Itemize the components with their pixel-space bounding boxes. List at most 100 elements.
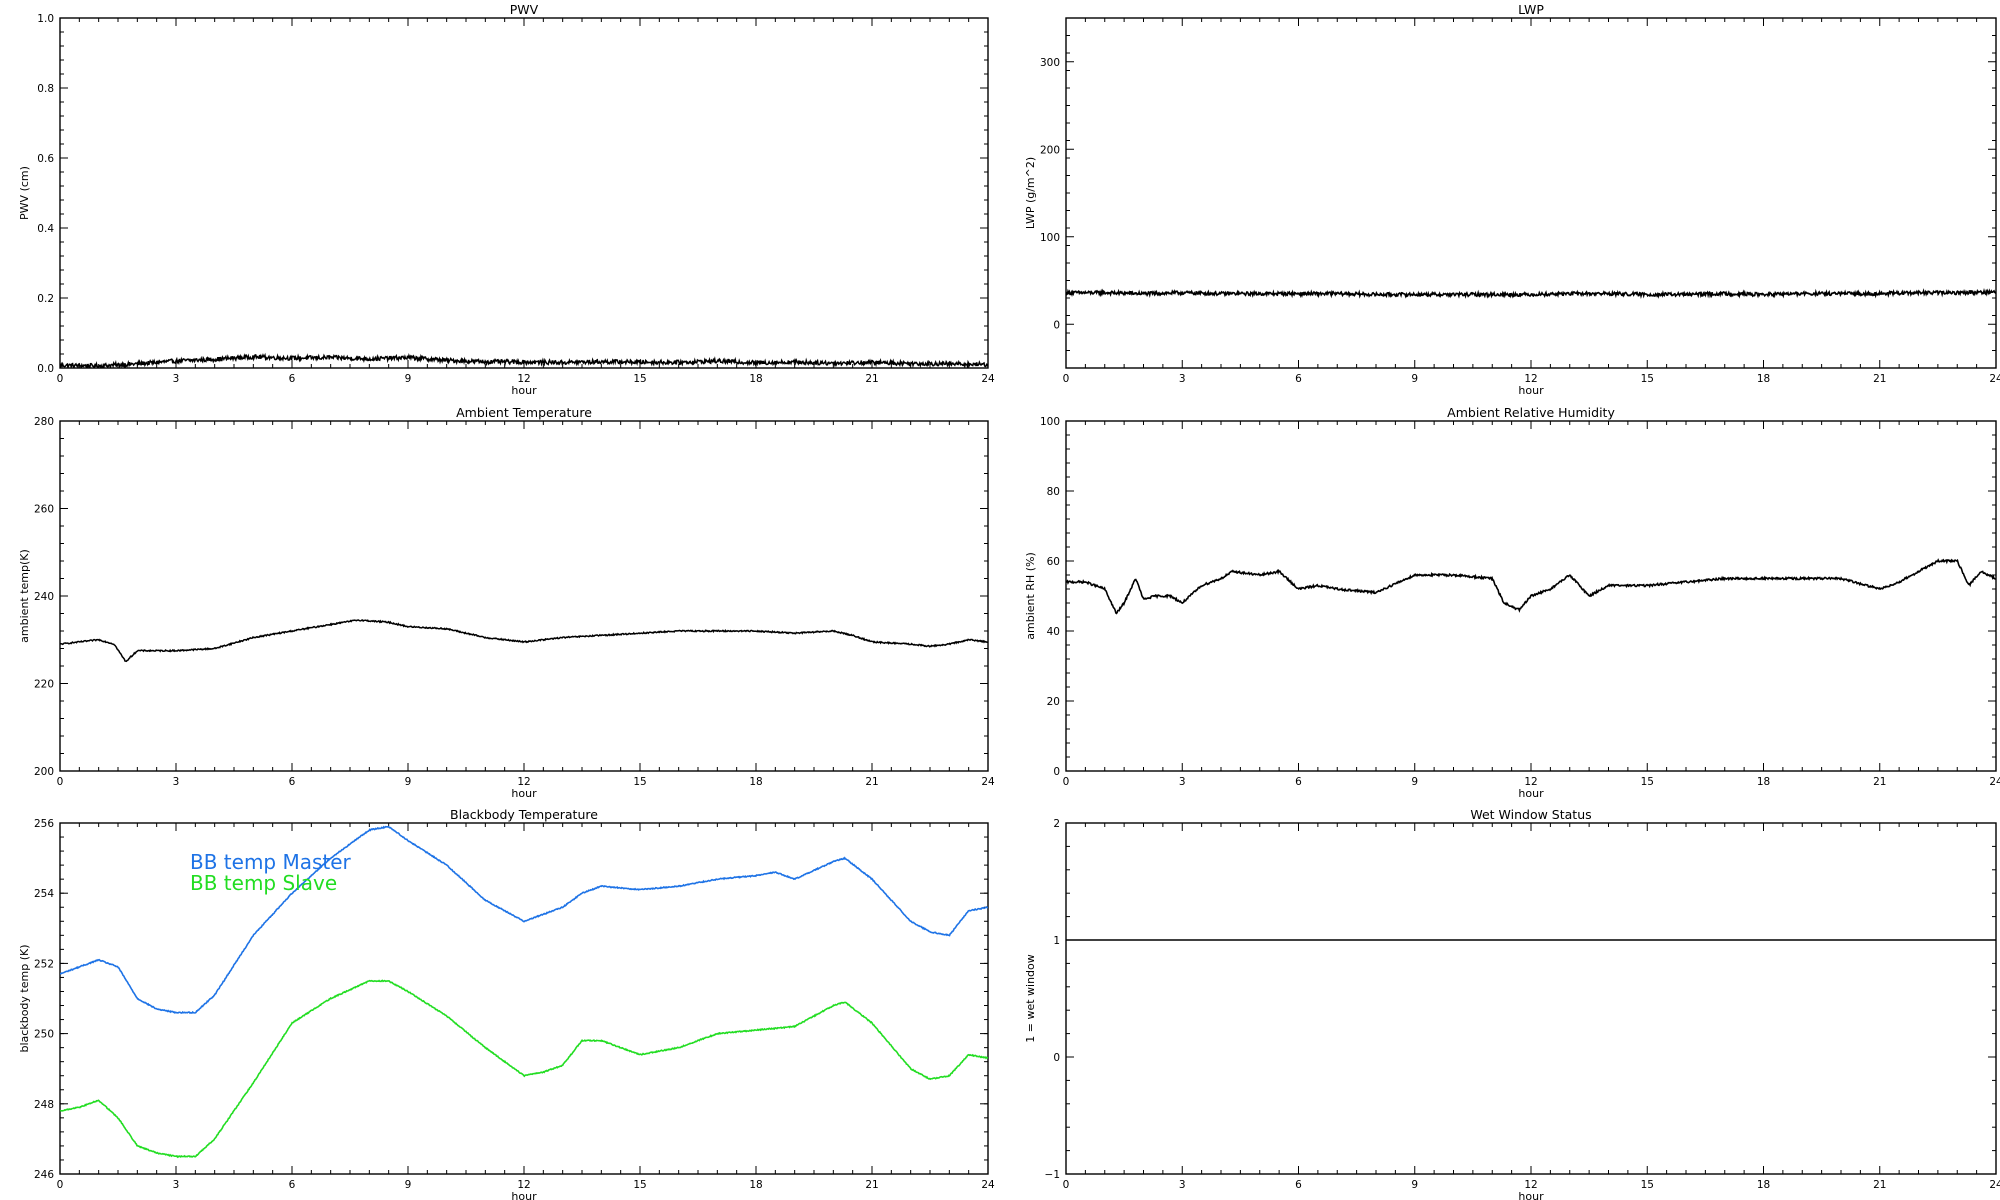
x-tick-label: 15: [1641, 776, 1654, 788]
y-tick-label: 60: [1047, 556, 1060, 568]
x-tick-label: 6: [1295, 1179, 1302, 1191]
x-tick-label: 6: [289, 1179, 296, 1191]
chart-title: PWV: [510, 2, 539, 17]
x-tick-label: 0: [1063, 1179, 1070, 1191]
x-tick-label: 15: [1641, 1179, 1654, 1191]
x-tick-label: 0: [57, 1179, 64, 1191]
x-tick-label: 15: [633, 776, 646, 788]
legend-entry: BB temp Master: [190, 850, 352, 874]
y-tick-label: 20: [1047, 696, 1060, 708]
x-tick-label: 9: [1411, 776, 1418, 788]
y-tick-label: 100: [1040, 416, 1060, 428]
series-line-1: [60, 979, 988, 1159]
x-tick-label: 18: [749, 1179, 762, 1191]
chart-title: LWP: [1518, 2, 1544, 17]
x-tick-label: 21: [1873, 776, 1886, 788]
y-tick-label: 252: [34, 958, 54, 970]
x-tick-label: 24: [1989, 373, 2000, 385]
x-tick-label: 0: [57, 373, 64, 385]
x-tick-label: 3: [173, 776, 180, 788]
series-line-0: [1066, 288, 1996, 300]
y-tick-label: 240: [34, 591, 54, 603]
x-tick-label: 24: [981, 776, 995, 788]
x-tick-label: 18: [749, 776, 762, 788]
y-tick-label: 80: [1047, 486, 1060, 498]
x-tick-label: 12: [1524, 776, 1537, 788]
y-tick-label: 300: [1040, 57, 1060, 69]
x-axis-label: hour: [1518, 1190, 1544, 1200]
y-tick-label: 200: [34, 766, 54, 778]
series-line-0: [1066, 558, 1996, 615]
y-tick-label: 254: [34, 888, 54, 900]
plot-frame: [1065, 17, 1997, 369]
y-tick-label: 248: [34, 1099, 54, 1111]
x-tick-label: 9: [1411, 373, 1418, 385]
x-tick-label: 21: [865, 373, 878, 385]
x-axis-label: hour: [511, 1190, 537, 1200]
series-line-0: [60, 825, 988, 1015]
y-tick-label: 256: [34, 818, 54, 830]
y-axis-label: blackbody temp (K): [18, 945, 31, 1053]
y-tick-label: 0: [1053, 1052, 1060, 1064]
chart-title: Ambient Temperature: [456, 405, 592, 420]
x-tick-label: 9: [1411, 1179, 1418, 1191]
chart-title: Wet Window Status: [1470, 807, 1591, 822]
chart-0: PWV 0 3 6 9 12 15 18 21 24 0.0 0.2 0.4 0.6 0.8 1.0 hour P…: [18, 2, 995, 397]
y-tick-label: −1: [1045, 1169, 1060, 1181]
x-tick-label: 18: [749, 373, 762, 385]
y-tick-label: 2: [1053, 818, 1060, 830]
x-tick-label: 3: [173, 1179, 180, 1191]
y-tick-label: 1: [1053, 935, 1060, 947]
y-tick-label: 100: [1040, 232, 1060, 244]
x-tick-label: 3: [1179, 1179, 1186, 1191]
x-axis-label: hour: [1518, 384, 1544, 397]
y-axis-label: ambient RH (%): [1024, 552, 1037, 640]
y-tick-label: 250: [34, 1029, 54, 1041]
y-tick-label: 280: [34, 416, 54, 428]
x-tick-label: 15: [1641, 373, 1654, 385]
y-tick-label: 200: [1040, 144, 1060, 156]
plot-frame: [1065, 822, 1997, 1175]
y-tick-label: 260: [34, 504, 54, 516]
x-tick-label: 12: [517, 1179, 530, 1191]
x-tick-label: 24: [1989, 776, 2000, 788]
x-tick-label: 6: [289, 776, 296, 788]
series-line-0: [60, 619, 988, 663]
y-tick-label: 40: [1047, 626, 1060, 638]
chart-2: Ambient Temperature 0 3 6 9 12 15 18 21 24 200 220 2…: [18, 405, 995, 800]
x-tick-label: 6: [289, 373, 296, 385]
chart-title: Blackbody Temperature: [450, 807, 598, 822]
x-tick-label: 3: [1179, 776, 1186, 788]
y-tick-label: 0.0: [37, 363, 54, 375]
x-tick-label: 9: [405, 776, 412, 788]
x-tick-label: 21: [865, 776, 878, 788]
y-tick-label: 1.0: [37, 13, 54, 25]
x-tick-label: 18: [1757, 1179, 1770, 1191]
y-axis-label: PWV (cm): [18, 166, 31, 220]
chart-1: LWP 0 3 6 9 12 15 18 21 24 0 100 200 300 hour LWP (g/m^…: [1024, 2, 2000, 397]
x-tick-label: 18: [1757, 373, 1770, 385]
x-tick-label: 24: [981, 373, 995, 385]
x-axis-label: hour: [511, 384, 537, 397]
x-tick-label: 12: [1524, 373, 1537, 385]
y-tick-label: 246: [34, 1169, 54, 1181]
x-tick-label: 21: [865, 1179, 878, 1191]
y-axis-label: 1 = wet window: [1024, 954, 1037, 1043]
x-tick-label: 24: [1989, 1179, 2000, 1191]
chart-3: Ambient Relative Humidity 0 3 6 9 12 15 18 21 24 0…: [1024, 405, 2000, 800]
legend-entry: BB temp Slave: [190, 871, 337, 895]
x-tick-label: 15: [633, 373, 646, 385]
x-tick-label: 3: [1179, 373, 1186, 385]
plot-frame: [59, 420, 989, 772]
y-axis-label: ambient temp(K): [18, 549, 31, 643]
y-tick-label: 0.4: [37, 223, 54, 235]
x-tick-label: 9: [405, 373, 412, 385]
x-tick-label: 15: [633, 1179, 646, 1191]
x-axis-label: hour: [511, 787, 537, 800]
chart-title: Ambient Relative Humidity: [1447, 405, 1615, 420]
y-axis-label: LWP (g/m^2): [1024, 157, 1037, 229]
x-tick-label: 21: [1873, 373, 1886, 385]
x-tick-label: 12: [517, 373, 530, 385]
x-tick-label: 0: [57, 776, 64, 788]
